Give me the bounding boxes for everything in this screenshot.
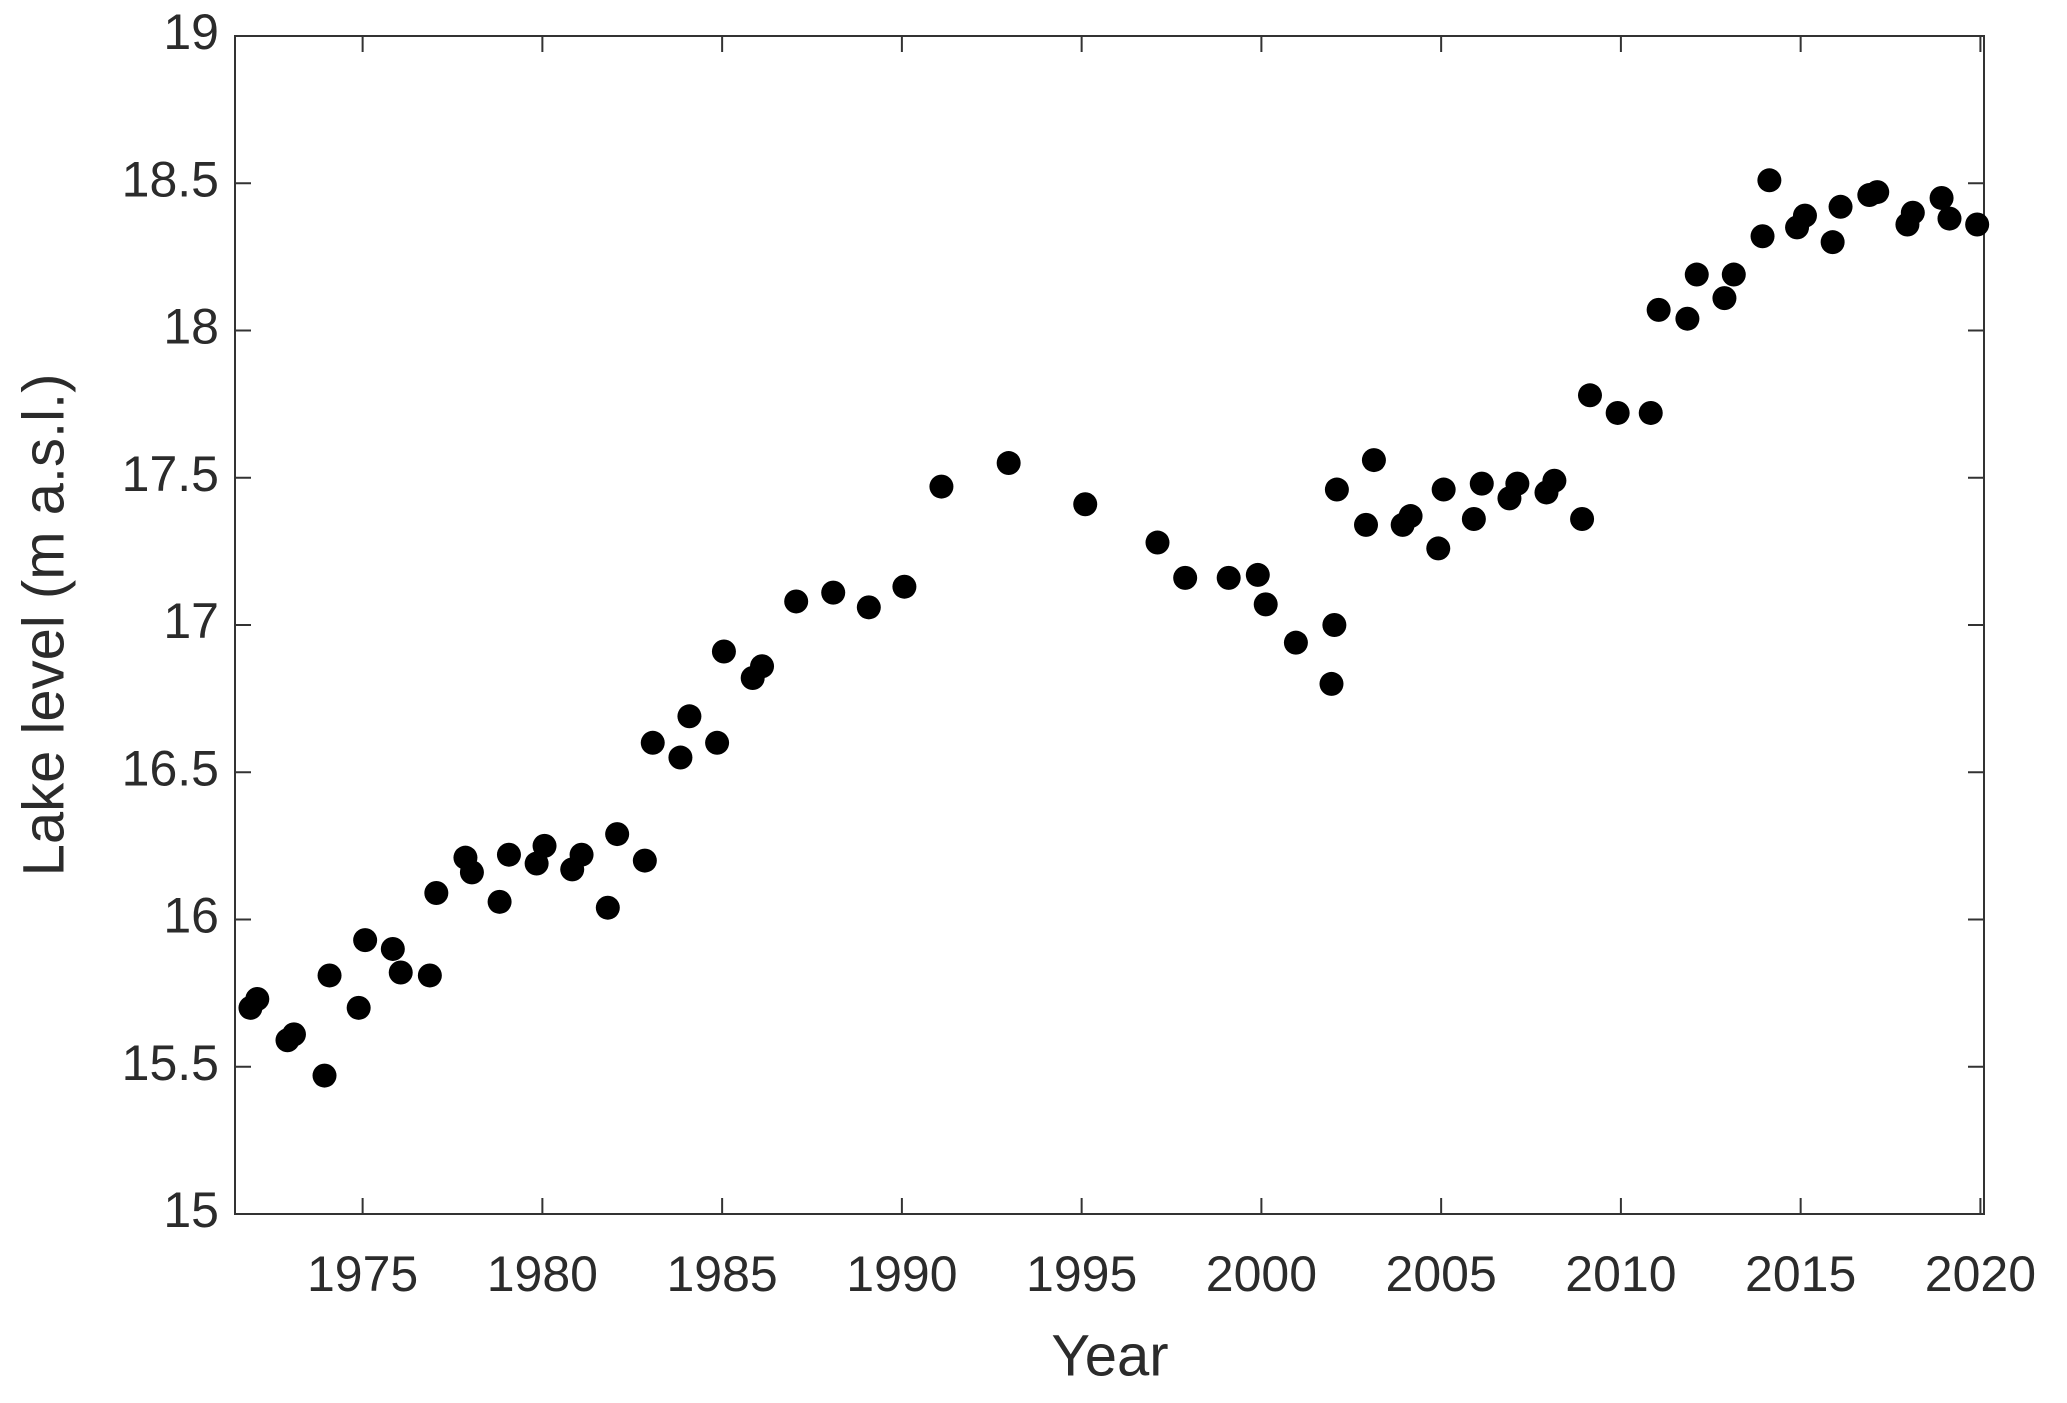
data-point (1605, 400, 1630, 425)
data-point (1900, 200, 1925, 225)
data-point (1937, 206, 1962, 231)
y-axis-label: Lake level (m a.s.l.) (11, 374, 76, 877)
data-point (705, 730, 730, 755)
data-point (1577, 383, 1602, 408)
data-point (1469, 471, 1494, 496)
data-point (996, 451, 1021, 476)
y-tick-label: 18 (163, 299, 219, 355)
data-point (605, 822, 630, 847)
data-point (1431, 477, 1456, 502)
data-point (1792, 203, 1817, 228)
data-point (1646, 297, 1671, 322)
data-point (569, 842, 594, 867)
data-point (346, 995, 371, 1020)
x-tick-label: 2000 (1206, 1246, 1317, 1302)
plot-frame (234, 35, 1985, 1215)
data-point (856, 595, 881, 620)
data-point (312, 1063, 337, 1088)
data-point (1354, 512, 1379, 537)
x-tick-label: 2015 (1745, 1246, 1856, 1302)
data-point (1216, 565, 1241, 590)
y-tick-label: 19 (163, 4, 219, 60)
data-point (1245, 562, 1270, 587)
data-point (632, 848, 657, 873)
data-point (1820, 230, 1845, 255)
x-tick-label: 1995 (1026, 1246, 1137, 1302)
data-point (1283, 630, 1308, 655)
data-point (595, 895, 620, 920)
data-point (1750, 224, 1775, 249)
data-point (750, 654, 775, 679)
data-point (1322, 613, 1347, 637)
x-tick-label: 2005 (1386, 1246, 1497, 1302)
x-tick-label: 1990 (846, 1246, 957, 1302)
data-point (1865, 180, 1890, 205)
data-point (1505, 471, 1530, 496)
y-tick-label: 16.5 (122, 740, 219, 796)
data-point (1757, 168, 1782, 193)
data-point (1929, 185, 1954, 210)
data-point (1145, 530, 1170, 555)
data-point (317, 963, 342, 988)
data-point (1324, 477, 1349, 502)
data-point (1319, 671, 1344, 696)
data-point (1712, 286, 1737, 311)
data-point (245, 987, 270, 1012)
data-point (1361, 448, 1386, 473)
data-point (1684, 262, 1709, 287)
data-point (424, 880, 449, 905)
data-point (892, 574, 917, 599)
x-axis-label: Year (1051, 1323, 1168, 1388)
data-point (1398, 504, 1423, 529)
x-tick-label: 2020 (1925, 1246, 2036, 1302)
y-tick-label: 17 (163, 593, 219, 649)
x-tick-label: 2010 (1565, 1246, 1676, 1302)
data-point (1570, 506, 1595, 531)
data-point (1073, 492, 1098, 517)
y-tick-label: 15 (163, 1182, 219, 1238)
x-tick-label: 1985 (667, 1246, 778, 1302)
data-point (668, 745, 693, 770)
data-point (281, 1022, 306, 1047)
y-tick-label: 18.5 (122, 151, 219, 207)
data-point (640, 730, 665, 755)
x-tick-label: 1975 (307, 1246, 418, 1302)
data-point (487, 889, 512, 914)
data-point (417, 963, 442, 988)
data-point (784, 589, 809, 614)
y-tick-label: 16 (163, 888, 219, 944)
data-point (1542, 468, 1567, 493)
data-point (677, 704, 702, 729)
data-point (380, 936, 405, 961)
data-point (1828, 194, 1853, 219)
data-point (532, 833, 557, 858)
data-point (711, 639, 736, 664)
data-point (1461, 506, 1486, 531)
data-point (1965, 212, 1990, 237)
data-point (1721, 262, 1746, 287)
x-tick-label: 1980 (487, 1246, 598, 1302)
data-point (929, 474, 954, 499)
data-point (1675, 306, 1700, 331)
data-point (496, 842, 521, 867)
y-tick-label: 15.5 (122, 1035, 219, 1091)
data-point (1426, 536, 1451, 561)
data-point (1638, 400, 1663, 425)
data-point (1253, 592, 1278, 617)
data-point (388, 960, 413, 985)
data-point (821, 580, 846, 605)
data-point (1173, 565, 1198, 590)
data-point (353, 928, 378, 953)
data-point (459, 860, 484, 885)
y-tick-label: 17.5 (122, 446, 219, 502)
